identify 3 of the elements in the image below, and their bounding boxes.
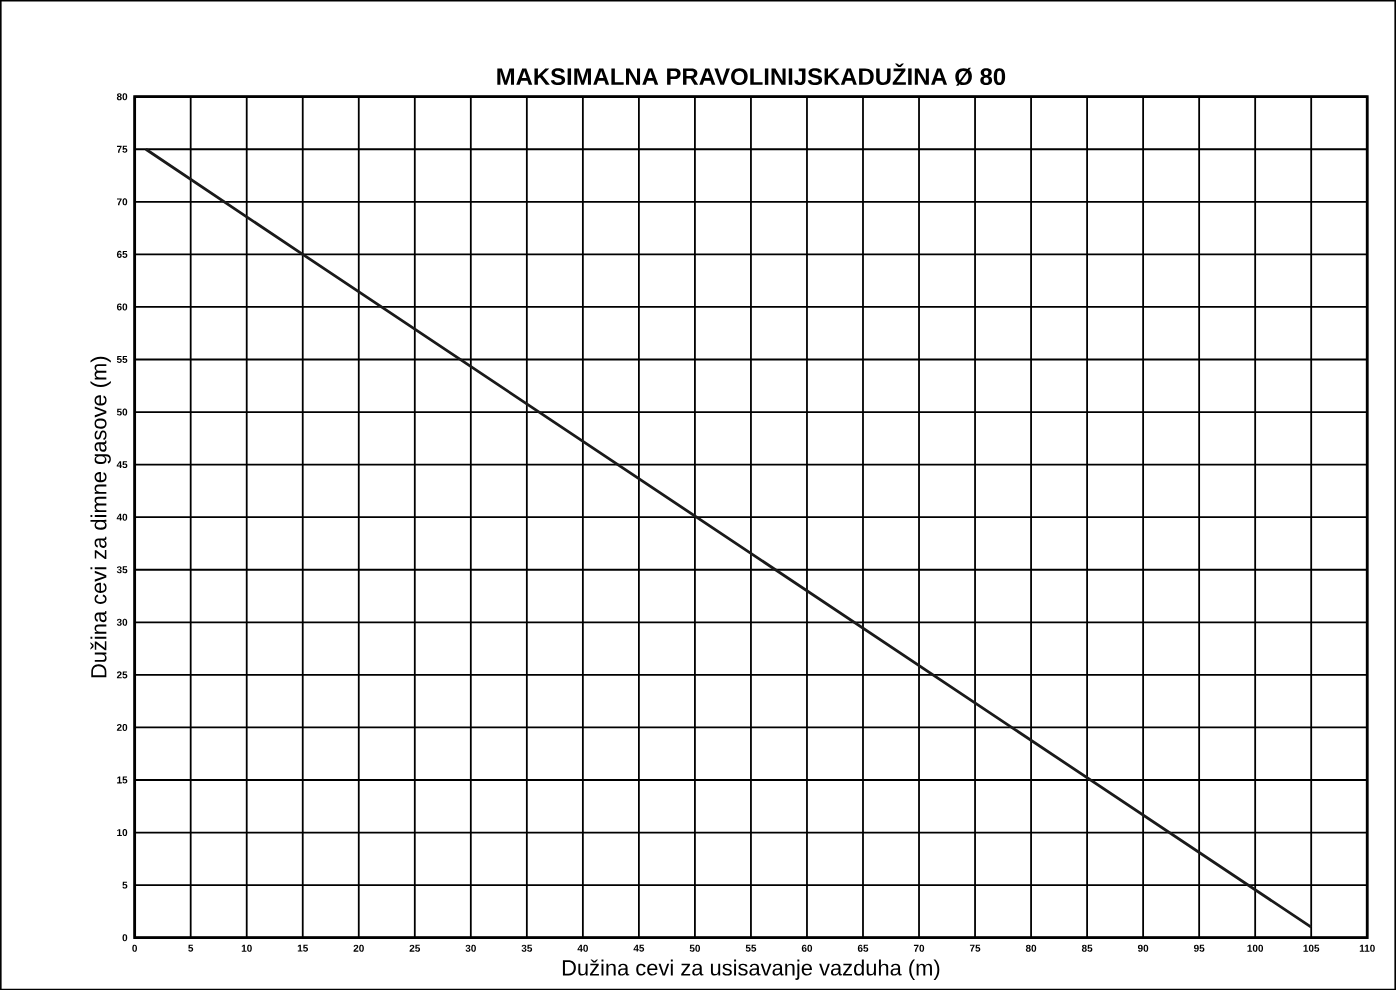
chart-title: MAKSIMALNA PRAVOLINIJSKADUŽINA Ø 80: [497, 63, 1006, 86]
y-axis-title: Dužina cevi za dimne gasove (m): [90, 356, 111, 677]
x-axis-title: Dužina cevi za usisavanje vazduha (m): [562, 959, 940, 980]
